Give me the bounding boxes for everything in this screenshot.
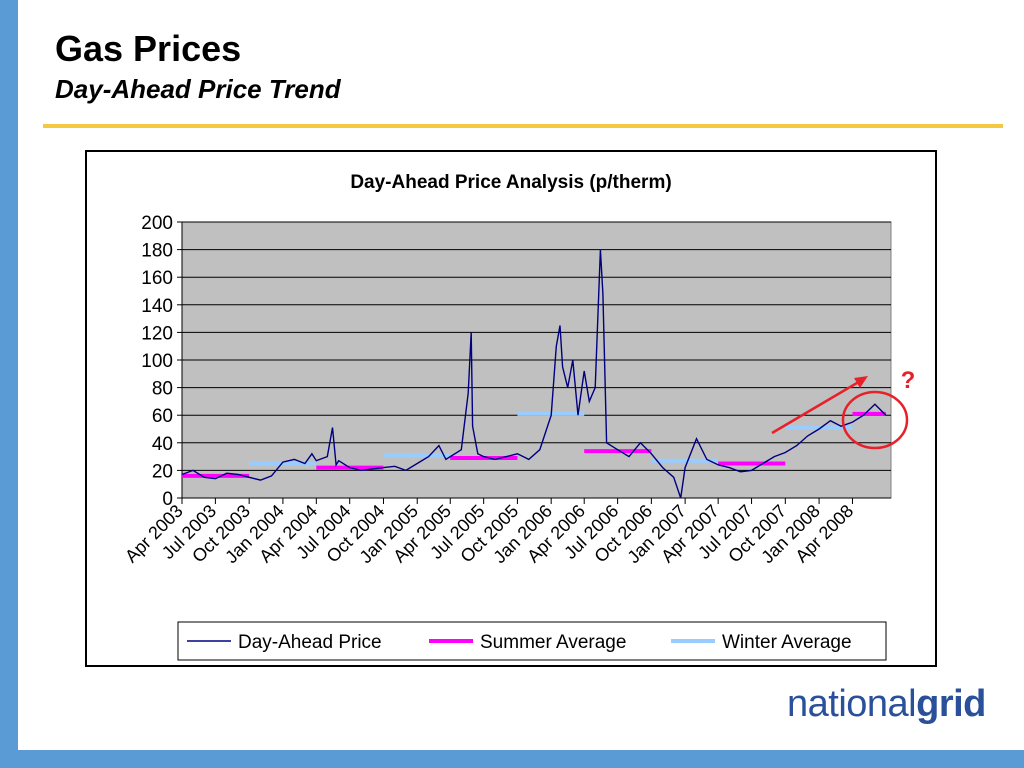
logo-text-light: national	[787, 683, 917, 725]
y-tick-label: 20	[152, 461, 173, 482]
trend-arrow-head	[854, 376, 868, 388]
y-tick-label: 60	[152, 406, 173, 427]
chart-frame: Day-Ahead Price Analysis (p/therm) 0 20 40 6…	[85, 150, 937, 667]
bottom-accent-bar	[0, 750, 1024, 768]
y-tick-label: 120	[141, 323, 173, 344]
logo-text-bold: grid	[916, 683, 986, 725]
trend-arrow	[771, 378, 863, 435]
legend-winter-label: Winter Average	[722, 632, 852, 653]
y-tick-label: 200	[141, 213, 173, 234]
slide-subtitle: Day-Ahead Price Trend	[55, 74, 341, 104]
legend-summer-label: Summer Average	[480, 632, 626, 653]
highlight-circle	[841, 390, 909, 450]
slide-title: Gas Prices	[55, 28, 242, 69]
y-tick-label: 180	[141, 241, 173, 262]
y-tick-label: 40	[152, 434, 173, 455]
question-mark: ?	[901, 367, 916, 394]
chart-title: Day-Ahead Price Analysis (p/therm)	[350, 172, 671, 193]
left-accent-bar	[0, 0, 18, 768]
national-grid-logo: nationalgrid	[787, 683, 986, 726]
y-tick-label: 0	[162, 489, 173, 510]
y-tick-label: 140	[141, 296, 173, 317]
day-ahead-price-line	[181, 249, 887, 499]
y-tick-label: 80	[152, 379, 173, 400]
title-divider	[43, 124, 1003, 128]
legend-day-ahead-label: Day-Ahead Price	[238, 632, 382, 653]
y-tick-label: 160	[141, 268, 173, 289]
price-chart: Day-Ahead Price Analysis (p/therm) 0 20 40 6…	[121, 172, 916, 661]
legend-box	[177, 621, 887, 661]
y-tick-label: 100	[141, 351, 173, 372]
